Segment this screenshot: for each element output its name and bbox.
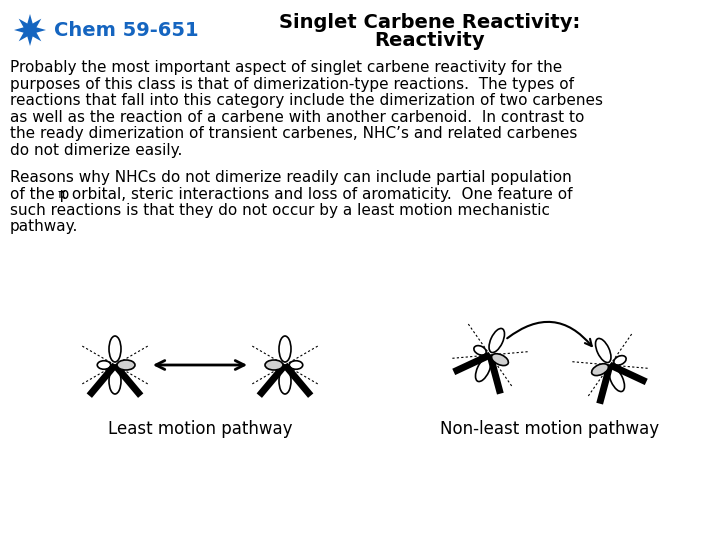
Text: Reactivity: Reactivity <box>374 30 485 50</box>
Text: Reasons why NHCs do not dimerize readily can include partial population: Reasons why NHCs do not dimerize readily… <box>10 170 572 185</box>
Text: reactions that fall into this category include the dimerization of two carbenes: reactions that fall into this category i… <box>10 93 603 108</box>
Ellipse shape <box>117 360 135 370</box>
FancyArrowPatch shape <box>507 322 592 346</box>
Ellipse shape <box>592 364 608 375</box>
Polygon shape <box>14 14 46 46</box>
Text: such reactions is that they do not occur by a least motion mechanistic: such reactions is that they do not occur… <box>10 203 550 218</box>
Ellipse shape <box>492 354 508 366</box>
Text: do not dimerize easily.: do not dimerize easily. <box>10 143 182 158</box>
Text: Chem 59-651: Chem 59-651 <box>54 21 199 39</box>
Text: of the p: of the p <box>10 186 69 201</box>
Text: purposes of this class is that of dimerization-type reactions.  The types of: purposes of this class is that of dimeri… <box>10 77 574 91</box>
Text: orbital, steric interactions and loss of aromaticity.  One feature of: orbital, steric interactions and loss of… <box>67 186 572 201</box>
Text: the ready dimerization of transient carbenes, NHC’s and related carbenes: the ready dimerization of transient carb… <box>10 126 577 141</box>
Ellipse shape <box>265 360 283 370</box>
Text: Non-least motion pathway: Non-least motion pathway <box>441 420 660 438</box>
Text: as well as the reaction of a carbene with another carbenoid.  In contrast to: as well as the reaction of a carbene wit… <box>10 110 585 125</box>
Text: Singlet Carbene Reactivity:: Singlet Carbene Reactivity: <box>279 12 580 31</box>
Text: Least motion pathway: Least motion pathway <box>108 420 292 438</box>
Text: Probably the most important aspect of singlet carbene reactivity for the: Probably the most important aspect of si… <box>10 60 562 75</box>
Text: π: π <box>58 188 66 201</box>
Text: pathway.: pathway. <box>10 219 78 234</box>
